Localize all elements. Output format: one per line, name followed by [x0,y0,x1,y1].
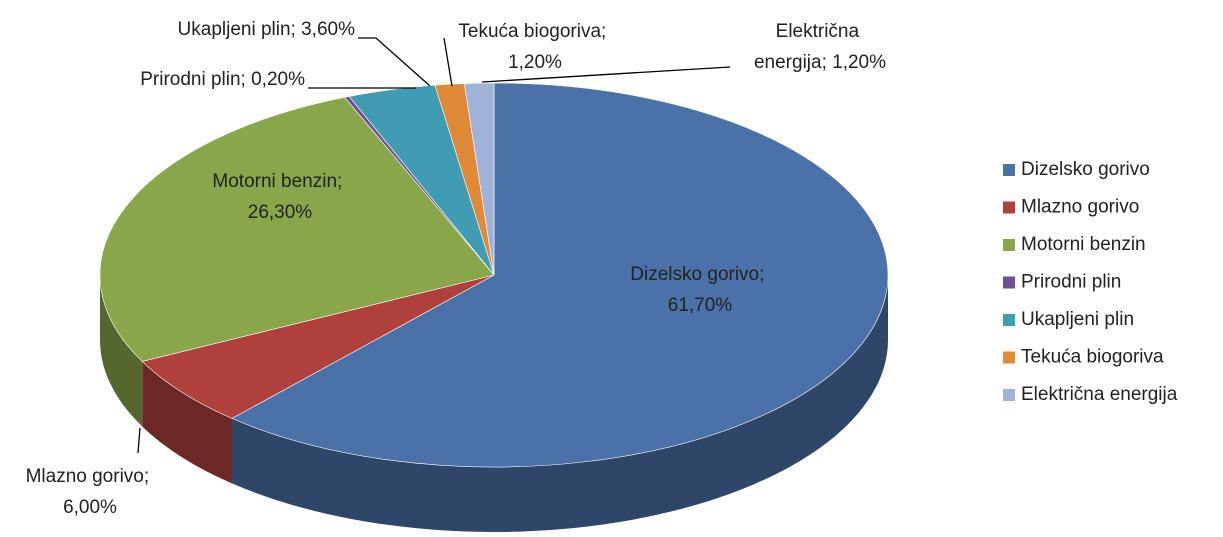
legend-swatch [1003,239,1015,251]
legend: Dizelsko gorivo Mlazno gorivo Motorni benz… [1003,159,1178,405]
legend-label: Prirodni plin [1021,272,1121,293]
legend-swatch [1003,164,1015,176]
legend-label: Tekuća biogoriva [1021,347,1164,368]
legend-label: Mlazno gorivo [1021,197,1139,218]
pie-slice [141,274,495,419]
legend-swatch [1003,276,1015,289]
leader-line [137,427,141,454]
pie-tops [99,82,889,468]
pie-slice-side [232,275,888,532]
legend-swatch [1003,389,1015,401]
data-label: Mlazno gorivo; 6,00% [26,466,155,518]
leader-line [443,37,453,87]
data-label: Motorni benzin; 26,30% [212,171,347,223]
data-label: Prirodni plin; 0,20% [140,69,305,90]
data-label: Dizelsko gorivo; 61,70% [630,264,769,316]
data-label: Tekuća biogoriva; 1,20% [458,21,611,73]
legend-swatch [1003,314,1015,326]
legend-label: Dizelsko gorivo [1021,159,1150,180]
legend-label: Električna energija [1021,384,1178,405]
pie-sides [100,275,888,532]
pie-slice [99,96,495,362]
legend-swatch [1003,351,1015,364]
pie-slice-side [100,275,143,427]
data-label: Ukapljeni plin; 3,60% [178,19,356,40]
legend-label: Motorni benzin [1021,234,1146,255]
legend-label: Ukapljeni plin [1021,309,1134,330]
pie-slice-side [142,361,233,484]
pie-slice [231,82,889,468]
data-labels: Dizelsko gorivo; 61,70% Mlazno gorivo; 6,… [26,19,887,518]
leader-line [358,37,431,87]
data-label: Električna energija; 1,20% [754,21,886,73]
leader-line [481,66,731,83]
legend-swatch [1003,201,1015,214]
pie-slice [464,82,495,276]
